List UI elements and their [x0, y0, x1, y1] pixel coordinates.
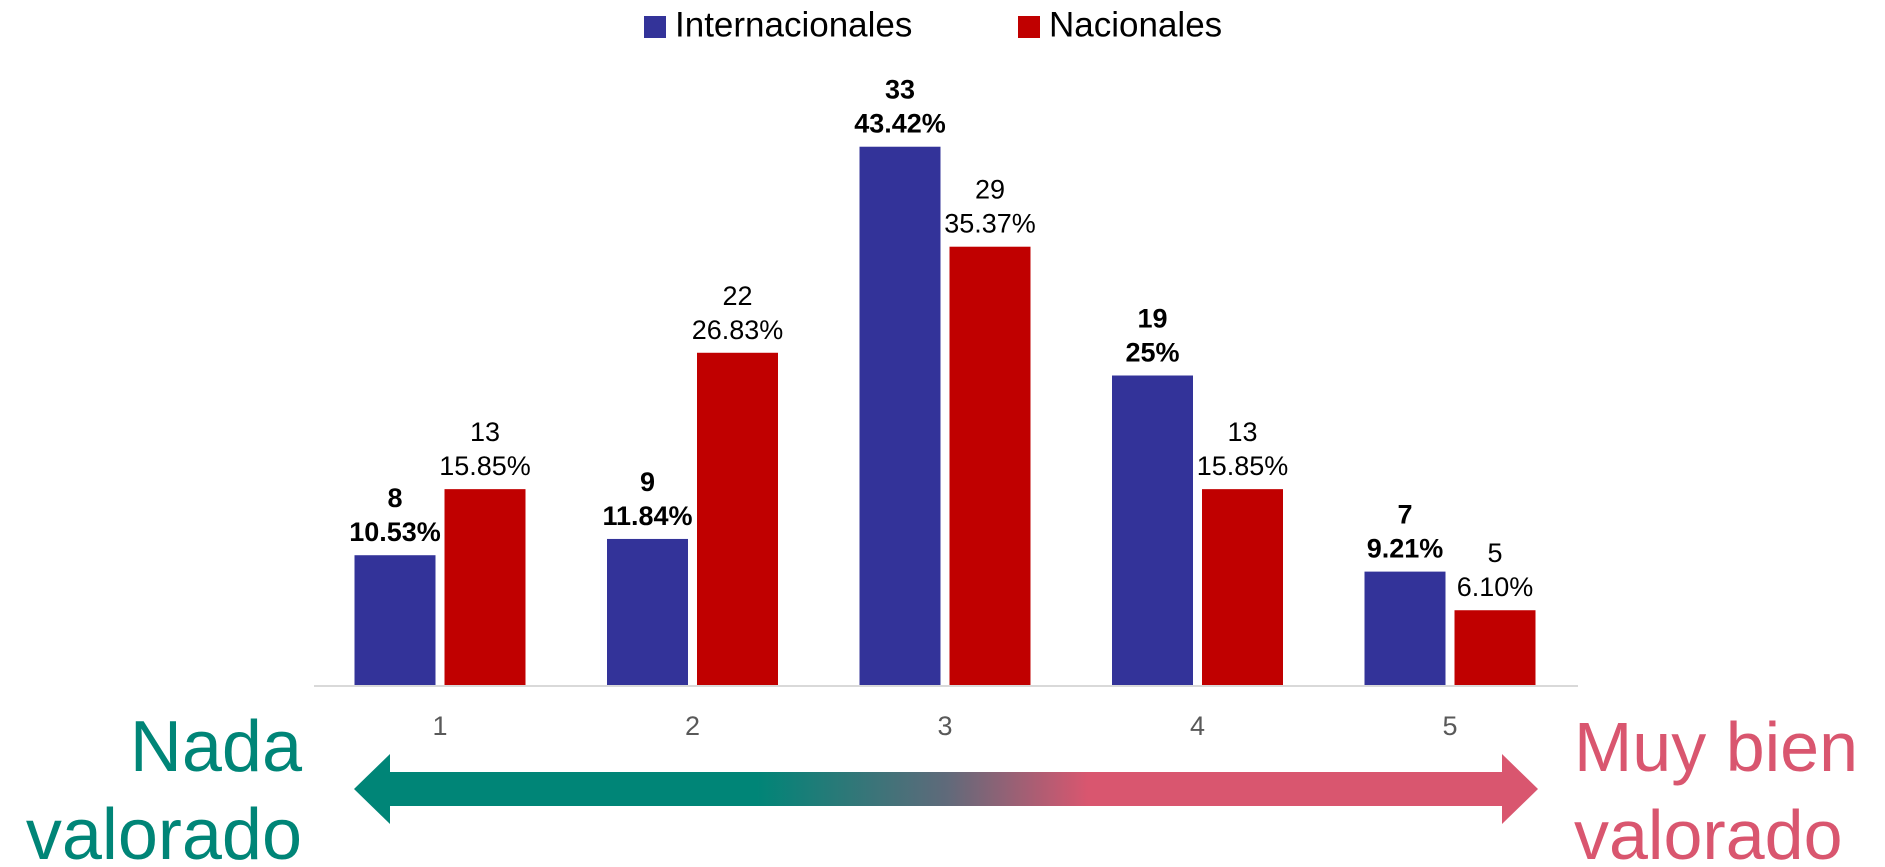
value-label: 10.53% — [349, 517, 441, 547]
bar — [949, 246, 1031, 687]
value-label: 15.85% — [1197, 451, 1289, 481]
legend-swatch — [1018, 16, 1040, 38]
value-label: 26.83% — [692, 315, 784, 345]
bar — [1364, 571, 1446, 686]
legend-label: Internacionales — [675, 5, 912, 44]
count-label: 8 — [387, 483, 402, 513]
left-annotation: Nada — [130, 707, 303, 787]
legend-label: Nacionales — [1049, 5, 1222, 44]
bar — [859, 146, 941, 686]
right-annotation: valorado — [1574, 796, 1843, 867]
left-annotation: valorado — [26, 795, 302, 867]
bar — [697, 352, 778, 686]
bar — [444, 489, 526, 686]
bar — [1454, 610, 1536, 686]
count-label: 22 — [722, 281, 752, 311]
bar — [607, 538, 688, 686]
value-label: 11.84% — [602, 501, 692, 531]
x-tick-label: 4 — [1190, 711, 1205, 741]
x-tick-label: 1 — [432, 711, 447, 741]
value-label: 43.42% — [854, 109, 946, 139]
x-tick-label: 2 — [685, 711, 700, 741]
count-label: 13 — [470, 417, 500, 447]
count-label: 13 — [1227, 417, 1257, 447]
value-label: 9.21% — [1367, 534, 1444, 564]
count-label: 5 — [1487, 538, 1502, 568]
scale-arrow — [354, 754, 1538, 824]
right-annotation: Muy bien — [1574, 708, 1858, 786]
bar — [354, 555, 436, 686]
x-tick-label: 5 — [1442, 711, 1457, 741]
count-label: 9 — [640, 467, 655, 497]
value-label: 15.85% — [439, 451, 531, 481]
count-label: 19 — [1137, 304, 1167, 334]
bar — [1202, 489, 1283, 686]
count-label: 7 — [1397, 500, 1412, 530]
count-label: 29 — [975, 175, 1005, 205]
legend-swatch — [644, 16, 666, 38]
bar — [1112, 375, 1193, 686]
value-label: 6.10% — [1457, 572, 1534, 602]
count-label: 33 — [885, 75, 915, 105]
x-tick-label: 3 — [937, 711, 952, 741]
value-label: 25% — [1125, 338, 1179, 368]
value-label: 35.37% — [944, 209, 1036, 239]
